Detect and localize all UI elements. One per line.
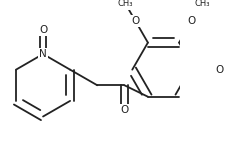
Text: O: O xyxy=(188,16,196,26)
Text: N: N xyxy=(39,49,47,59)
Text: CH₃: CH₃ xyxy=(117,0,133,8)
Text: O: O xyxy=(131,16,139,26)
Text: O: O xyxy=(39,25,47,35)
Text: O: O xyxy=(120,105,129,115)
Text: CH₃: CH₃ xyxy=(194,0,210,8)
Text: O: O xyxy=(216,65,224,75)
